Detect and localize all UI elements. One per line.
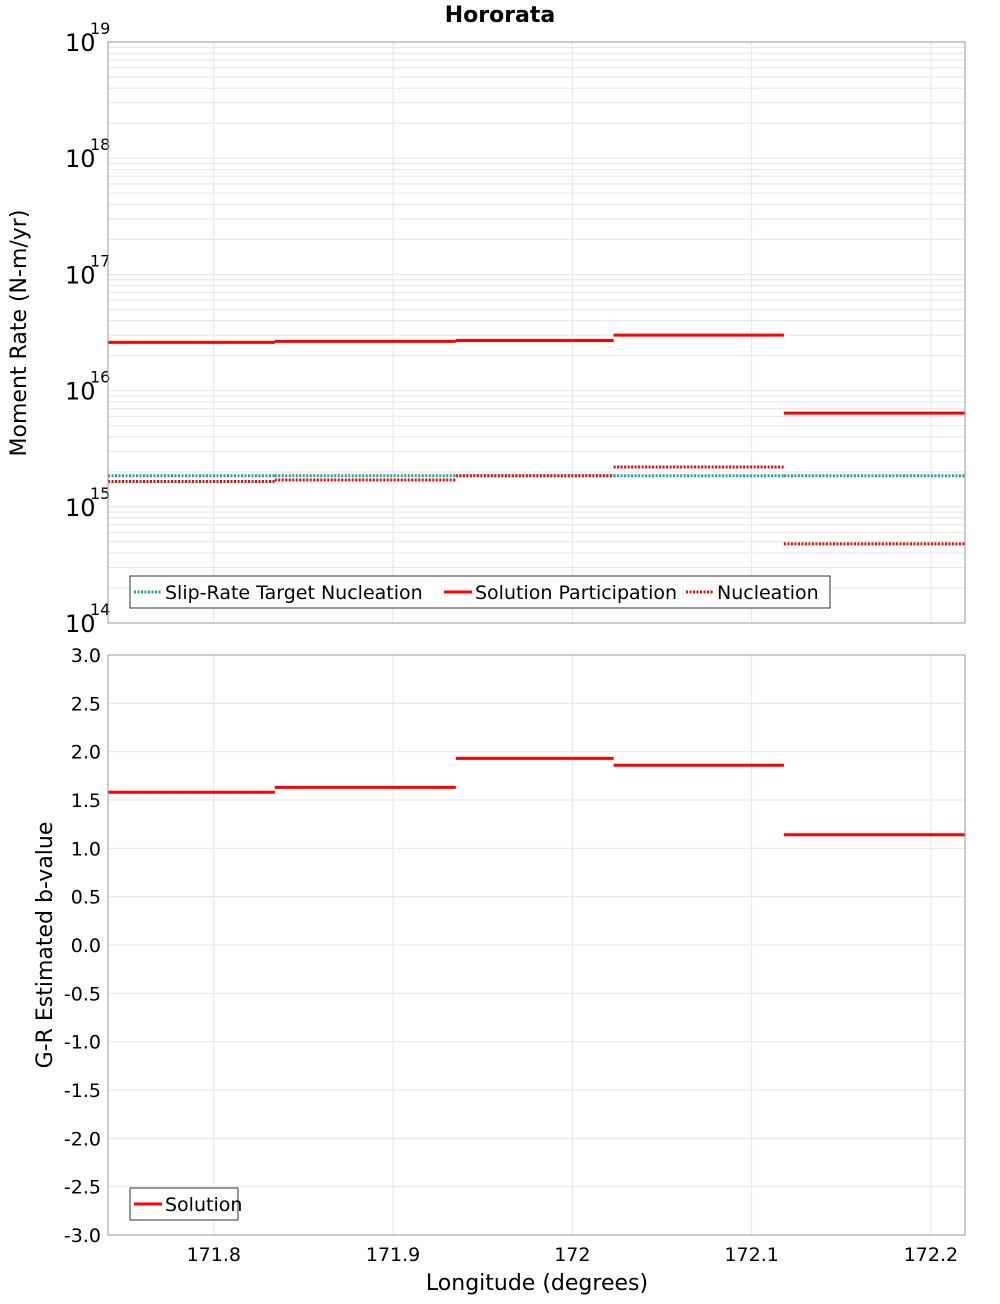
y-tick-label: -2.0 — [64, 1128, 101, 1150]
y-tick-label: 2.0 — [71, 742, 101, 764]
x-tick-label: 172.1 — [724, 1244, 778, 1266]
y-tick-exponent: 15 — [90, 484, 110, 503]
x-tick-label: 172.2 — [904, 1244, 958, 1266]
y-tick-label: 1.0 — [71, 838, 101, 860]
y-tick-label: -2.5 — [64, 1177, 101, 1199]
legend-label-0: Solution — [165, 1194, 242, 1216]
y-tick-label: -1.0 — [64, 1032, 101, 1054]
y-tick-label: 10 — [65, 145, 96, 173]
y-tick-label: 10 — [65, 494, 96, 522]
y-tick-label: 10 — [65, 261, 96, 289]
y-tick-label: -1.5 — [64, 1080, 101, 1102]
chart-title: Hororata — [445, 3, 556, 28]
y-axis-label-b-value: G-R Estimated b-value — [33, 822, 58, 1069]
legend-box — [129, 575, 831, 609]
y-tick-label: 2.5 — [71, 693, 101, 715]
y-tick-label: 3.0 — [71, 645, 101, 667]
x-axis-label: Longitude (degrees) — [426, 1271, 648, 1296]
y-tick-label: 0.5 — [71, 887, 101, 909]
legend-label-1: Solution Participation — [475, 582, 677, 604]
y-tick-label: 10 — [65, 378, 96, 406]
plot-frame — [107, 654, 966, 1236]
b-value-panel: -3.0 -2.5 -2.0 -1.5 -1.0 -0.5 0.0 0.5 1.0 1.5 2.0 2… — [33, 645, 966, 1266]
y-tick-label: 1.5 — [71, 790, 101, 812]
x-tick-label: 171.9 — [366, 1244, 420, 1266]
legend-label-0: Slip-Rate Target Nucleation — [165, 582, 423, 604]
legend-label-2: Nucleation — [717, 582, 819, 604]
x-tick-label: 171.8 — [187, 1244, 241, 1266]
y-tick-exponent: 16 — [90, 368, 110, 387]
y-tick-label: 10 — [65, 29, 96, 57]
y-tick-label: -0.5 — [64, 983, 101, 1005]
y-axis-label-moment-rate: Moment Rate (N-m/yr) — [7, 210, 32, 457]
y-tick-exponent: 19 — [90, 19, 110, 38]
y-tick-exponent: 18 — [90, 135, 110, 154]
x-tick-label: 172 — [554, 1244, 590, 1266]
y-tick-exponent: 14 — [90, 600, 110, 619]
y-tick-exponent: 17 — [90, 251, 110, 270]
plot-frame — [107, 41, 966, 624]
y-tick-label: 0.0 — [71, 935, 101, 957]
y-tick-label: 10 — [65, 610, 96, 638]
y-tick-label: -3.0 — [64, 1225, 101, 1247]
